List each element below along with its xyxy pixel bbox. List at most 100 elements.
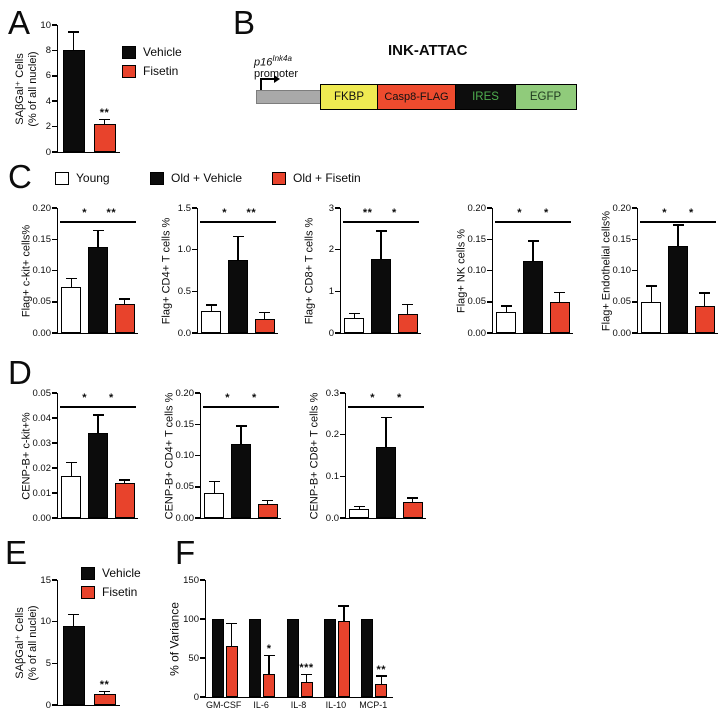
- bar-fisetin: [375, 683, 388, 697]
- y-tick-mark: [340, 475, 345, 478]
- y-tick-label: 0: [45, 699, 51, 711]
- bar-old-fisetin: [402, 502, 423, 518]
- y-tick-label: 150: [183, 574, 199, 586]
- plot-area: **: [57, 25, 120, 153]
- error-bar-line: [677, 225, 679, 247]
- panel-b-label: B: [233, 4, 256, 41]
- y-tick-label: 0.15: [175, 418, 195, 430]
- y-tick-label: 0.0: [325, 512, 339, 524]
- significance-bracket: [495, 221, 544, 223]
- legend-item-old-fisetin: Old + Fisetin: [272, 171, 361, 185]
- plot-area: **: [57, 580, 120, 706]
- error-bar-line: [103, 692, 106, 695]
- y-tick-mark: [335, 332, 340, 334]
- legend-label: Vehicle: [143, 45, 182, 59]
- legend-item-vehicle: Vehicle: [122, 45, 182, 59]
- panel-c-label: C: [8, 158, 32, 195]
- y-tick-label: 0.00: [467, 327, 487, 339]
- error-bar-cap: [65, 461, 77, 463]
- significance-bracket: [203, 406, 252, 408]
- bar-old-fisetin: [694, 306, 715, 333]
- significance-stars: *: [225, 392, 231, 404]
- error-bar-cap: [375, 675, 387, 677]
- y-tick-mark: [52, 151, 57, 153]
- y-tick-mark: [52, 579, 57, 581]
- y-tick-mark: [340, 517, 345, 519]
- y-tick-label: 8: [45, 44, 51, 56]
- error-bar-line: [380, 676, 383, 684]
- bar-young: [344, 318, 365, 333]
- y-tick-mark: [195, 423, 200, 425]
- y-tick-mark: [632, 332, 637, 334]
- significance-stars: *: [370, 392, 376, 404]
- y-tick-mark: [52, 75, 57, 77]
- plot-area: **: [637, 207, 718, 334]
- bar-old-vehicle: [371, 259, 391, 333]
- vehicle-swatch: [81, 566, 95, 580]
- y-tick-mark: [52, 662, 57, 665]
- significance-stars: **: [99, 107, 110, 120]
- panel-c-chart-cd8: ** * 0 1 2 3 Flag+ CD8+ T cells %: [283, 200, 428, 340]
- y-tick-label: 0.3: [325, 387, 339, 399]
- plot-area: ***: [340, 207, 421, 334]
- error-bar-cap: [554, 291, 566, 293]
- significance-bracket: [227, 221, 276, 223]
- y-tick-label: 0.2: [325, 429, 339, 441]
- y-tick-label: 0.05: [32, 296, 52, 308]
- error-bar-line: [266, 501, 269, 504]
- panel-e-chart: ** 0 5 10 15 SAβGal⁺ Cells (% of all nuclei): [0, 565, 190, 720]
- y-tick-mark: [335, 207, 340, 209]
- y-axis-label: CENP-B+ CD8+ T cells %: [308, 392, 321, 519]
- y-tick-label: 1: [328, 285, 334, 297]
- y-tick-label: 0: [45, 146, 51, 158]
- segment-ires: IRES: [455, 84, 516, 110]
- error-bar-cap: [672, 224, 684, 226]
- panel-d-label: D: [8, 354, 32, 391]
- error-bar-line: [268, 656, 270, 674]
- y-tick-label: 5: [45, 657, 51, 669]
- y-tick-label: 0.20: [467, 202, 487, 214]
- error-bar-line: [380, 231, 382, 260]
- panel-e-legend: Vehicle Fisetin: [81, 566, 141, 604]
- significance-bracket: [87, 221, 136, 223]
- y-tick-mark: [52, 125, 57, 128]
- panel-c-chart-endothelial: * * 0.00 0.05 0.10 0.15 0.20 Flag+ Endothelial …: [580, 200, 725, 340]
- significance-bracket: [60, 221, 109, 223]
- error-bar-line: [263, 313, 266, 319]
- y-axis-label: % of Variance: [167, 601, 182, 676]
- significance-stars: **: [246, 207, 257, 219]
- error-bar-line: [406, 305, 409, 315]
- y-tick-mark: [52, 517, 57, 519]
- error-bar-cap: [68, 613, 79, 615]
- bar-fisetin: [337, 621, 350, 697]
- error-bar-cap: [348, 312, 360, 315]
- y-axis-label: Flag+ NK cells %: [455, 228, 468, 313]
- x-tick-label: IL-8: [290, 700, 307, 710]
- error-bar-cap: [205, 304, 217, 306]
- error-bar-cap: [353, 505, 365, 508]
- y-tick-mark: [192, 207, 197, 209]
- bar-fisetin: [93, 124, 116, 152]
- y-tick-mark: [487, 207, 492, 209]
- significance-bracket: [200, 221, 249, 223]
- y-axis-label: CENP-B+ c-kit+%: [20, 411, 33, 500]
- error-bar-line: [97, 231, 99, 248]
- bar-old-vehicle: [88, 433, 108, 518]
- bar-young: [61, 475, 82, 518]
- significance-stars: *: [396, 392, 402, 404]
- y-tick-label: 0.20: [175, 387, 195, 399]
- old-vehicle-swatch: [150, 171, 164, 185]
- bar-vehicle: [62, 50, 85, 152]
- significance-bracket: [348, 406, 397, 408]
- error-bar-cap: [92, 229, 104, 232]
- error-bar-line: [70, 279, 73, 288]
- significance-stars: *: [543, 207, 549, 219]
- y-axis-label: Flag+ Endothelial cells%: [600, 210, 613, 331]
- y-tick-mark: [52, 332, 57, 334]
- y-tick-label: 0.00: [612, 327, 632, 339]
- bar-young: [201, 310, 222, 333]
- error-bar-cap: [232, 235, 244, 238]
- error-bar-cap: [92, 414, 104, 416]
- panel-d-chart-cd4: * * 0.00 0.05 0.10 0.15 0.20 CENP-B+ CD4+ T cel…: [143, 385, 288, 525]
- legend-item-fisetin: Fisetin: [122, 64, 182, 78]
